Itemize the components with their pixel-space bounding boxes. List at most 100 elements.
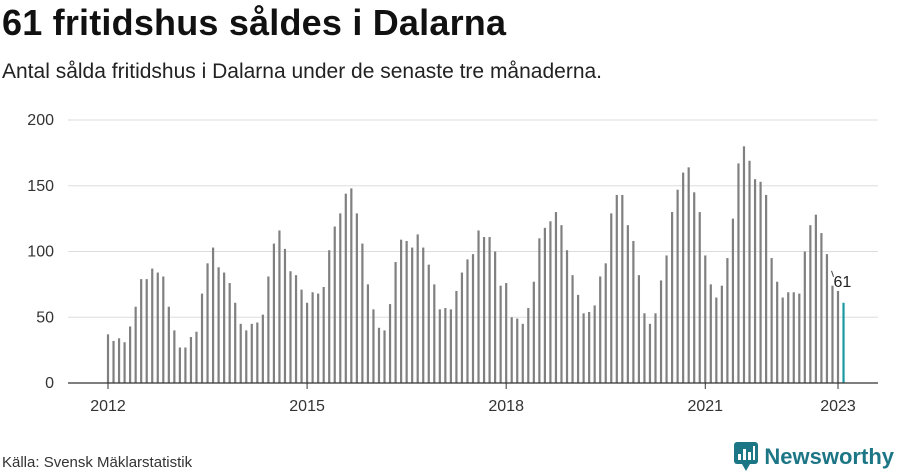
bar: [422, 247, 425, 383]
bar: [117, 338, 121, 383]
bar: [682, 172, 685, 383]
bar: [261, 314, 264, 383]
bar: [737, 163, 740, 383]
bar: [803, 251, 806, 383]
bar: [499, 285, 502, 383]
bar: [560, 225, 563, 383]
bar: [626, 225, 629, 383]
bar: [814, 214, 817, 383]
bar: [654, 313, 657, 383]
bar: [687, 167, 690, 383]
bar: [538, 238, 541, 383]
bar: [643, 313, 646, 383]
bar: [350, 188, 353, 383]
y-tick-label: 100: [27, 244, 54, 261]
bar: [765, 194, 768, 383]
bar: [151, 268, 154, 383]
bar: [787, 292, 790, 383]
bar: [571, 275, 574, 383]
bar: [184, 347, 187, 383]
y-tick-label: 0: [45, 375, 54, 392]
bar: [272, 243, 276, 383]
bar: [665, 255, 668, 383]
bar: [339, 213, 342, 383]
y-tick-label: 200: [27, 112, 54, 129]
bar: [776, 281, 779, 383]
bar: [554, 212, 558, 383]
bar: [576, 294, 580, 383]
bar: [328, 250, 331, 383]
bar: [549, 221, 552, 383]
bar: [621, 194, 624, 383]
bar: [300, 289, 303, 383]
bar: [311, 292, 314, 383]
bar: [140, 279, 143, 383]
bar: [477, 230, 480, 383]
bar: [438, 309, 441, 383]
x-tick-label: 2021: [687, 398, 723, 415]
bar: [720, 285, 723, 383]
bar: [444, 308, 447, 383]
bar: [731, 218, 735, 384]
bars: [106, 146, 845, 384]
bar: [648, 323, 652, 383]
chart-subtitle: Antal sålda fritidshus i Dalarna under d…: [2, 60, 603, 83]
bar: [200, 293, 204, 383]
bar: [317, 293, 320, 383]
bar: [582, 313, 585, 383]
bar: [693, 192, 696, 383]
bar: [211, 247, 215, 383]
bar: [510, 317, 513, 383]
bar: [129, 326, 132, 383]
bar: [217, 267, 220, 383]
bar: [521, 323, 524, 383]
x-tick-label: 2012: [90, 398, 126, 415]
bar: [250, 323, 253, 383]
bar: [482, 237, 486, 383]
bar: [532, 281, 535, 383]
bar: [726, 258, 729, 383]
bar: [433, 284, 436, 384]
bar: [615, 194, 618, 383]
bar: [162, 276, 165, 383]
bar: [676, 189, 679, 383]
bar: [698, 212, 701, 383]
bar: [278, 230, 281, 383]
brand-logo: Newsworthy: [734, 442, 894, 472]
bar: [455, 290, 458, 383]
brand-name: Newsworthy: [764, 444, 894, 469]
bar: [836, 290, 840, 383]
bar: [223, 272, 226, 383]
bar: [355, 213, 358, 383]
bar: [178, 347, 181, 383]
bar: [604, 263, 607, 383]
bar: [228, 283, 231, 383]
bar: [792, 292, 795, 383]
bar: [322, 287, 325, 383]
bar: [494, 251, 497, 383]
bar: [505, 283, 508, 383]
bar: [112, 340, 115, 383]
bar: [134, 306, 137, 383]
bar: [825, 254, 829, 383]
bar: [383, 330, 386, 383]
bar: [106, 334, 110, 383]
bar: [239, 323, 242, 383]
x-tick-label: 2015: [289, 398, 325, 415]
bar-chart: 0 50 100 150 200 2012 2015 2018 2021 2023 61: [27, 112, 878, 415]
bar: [245, 330, 248, 383]
bar: [333, 226, 336, 383]
bar: [599, 276, 602, 383]
bar: [167, 306, 170, 383]
bar: [366, 284, 370, 384]
bar: [610, 213, 613, 383]
bar: [527, 308, 530, 383]
bar: [377, 327, 381, 383]
bar: [400, 239, 403, 383]
bar: [388, 304, 392, 383]
bar: [305, 302, 309, 383]
bar: [123, 342, 126, 383]
bar: [588, 311, 591, 383]
bar: [145, 279, 148, 383]
